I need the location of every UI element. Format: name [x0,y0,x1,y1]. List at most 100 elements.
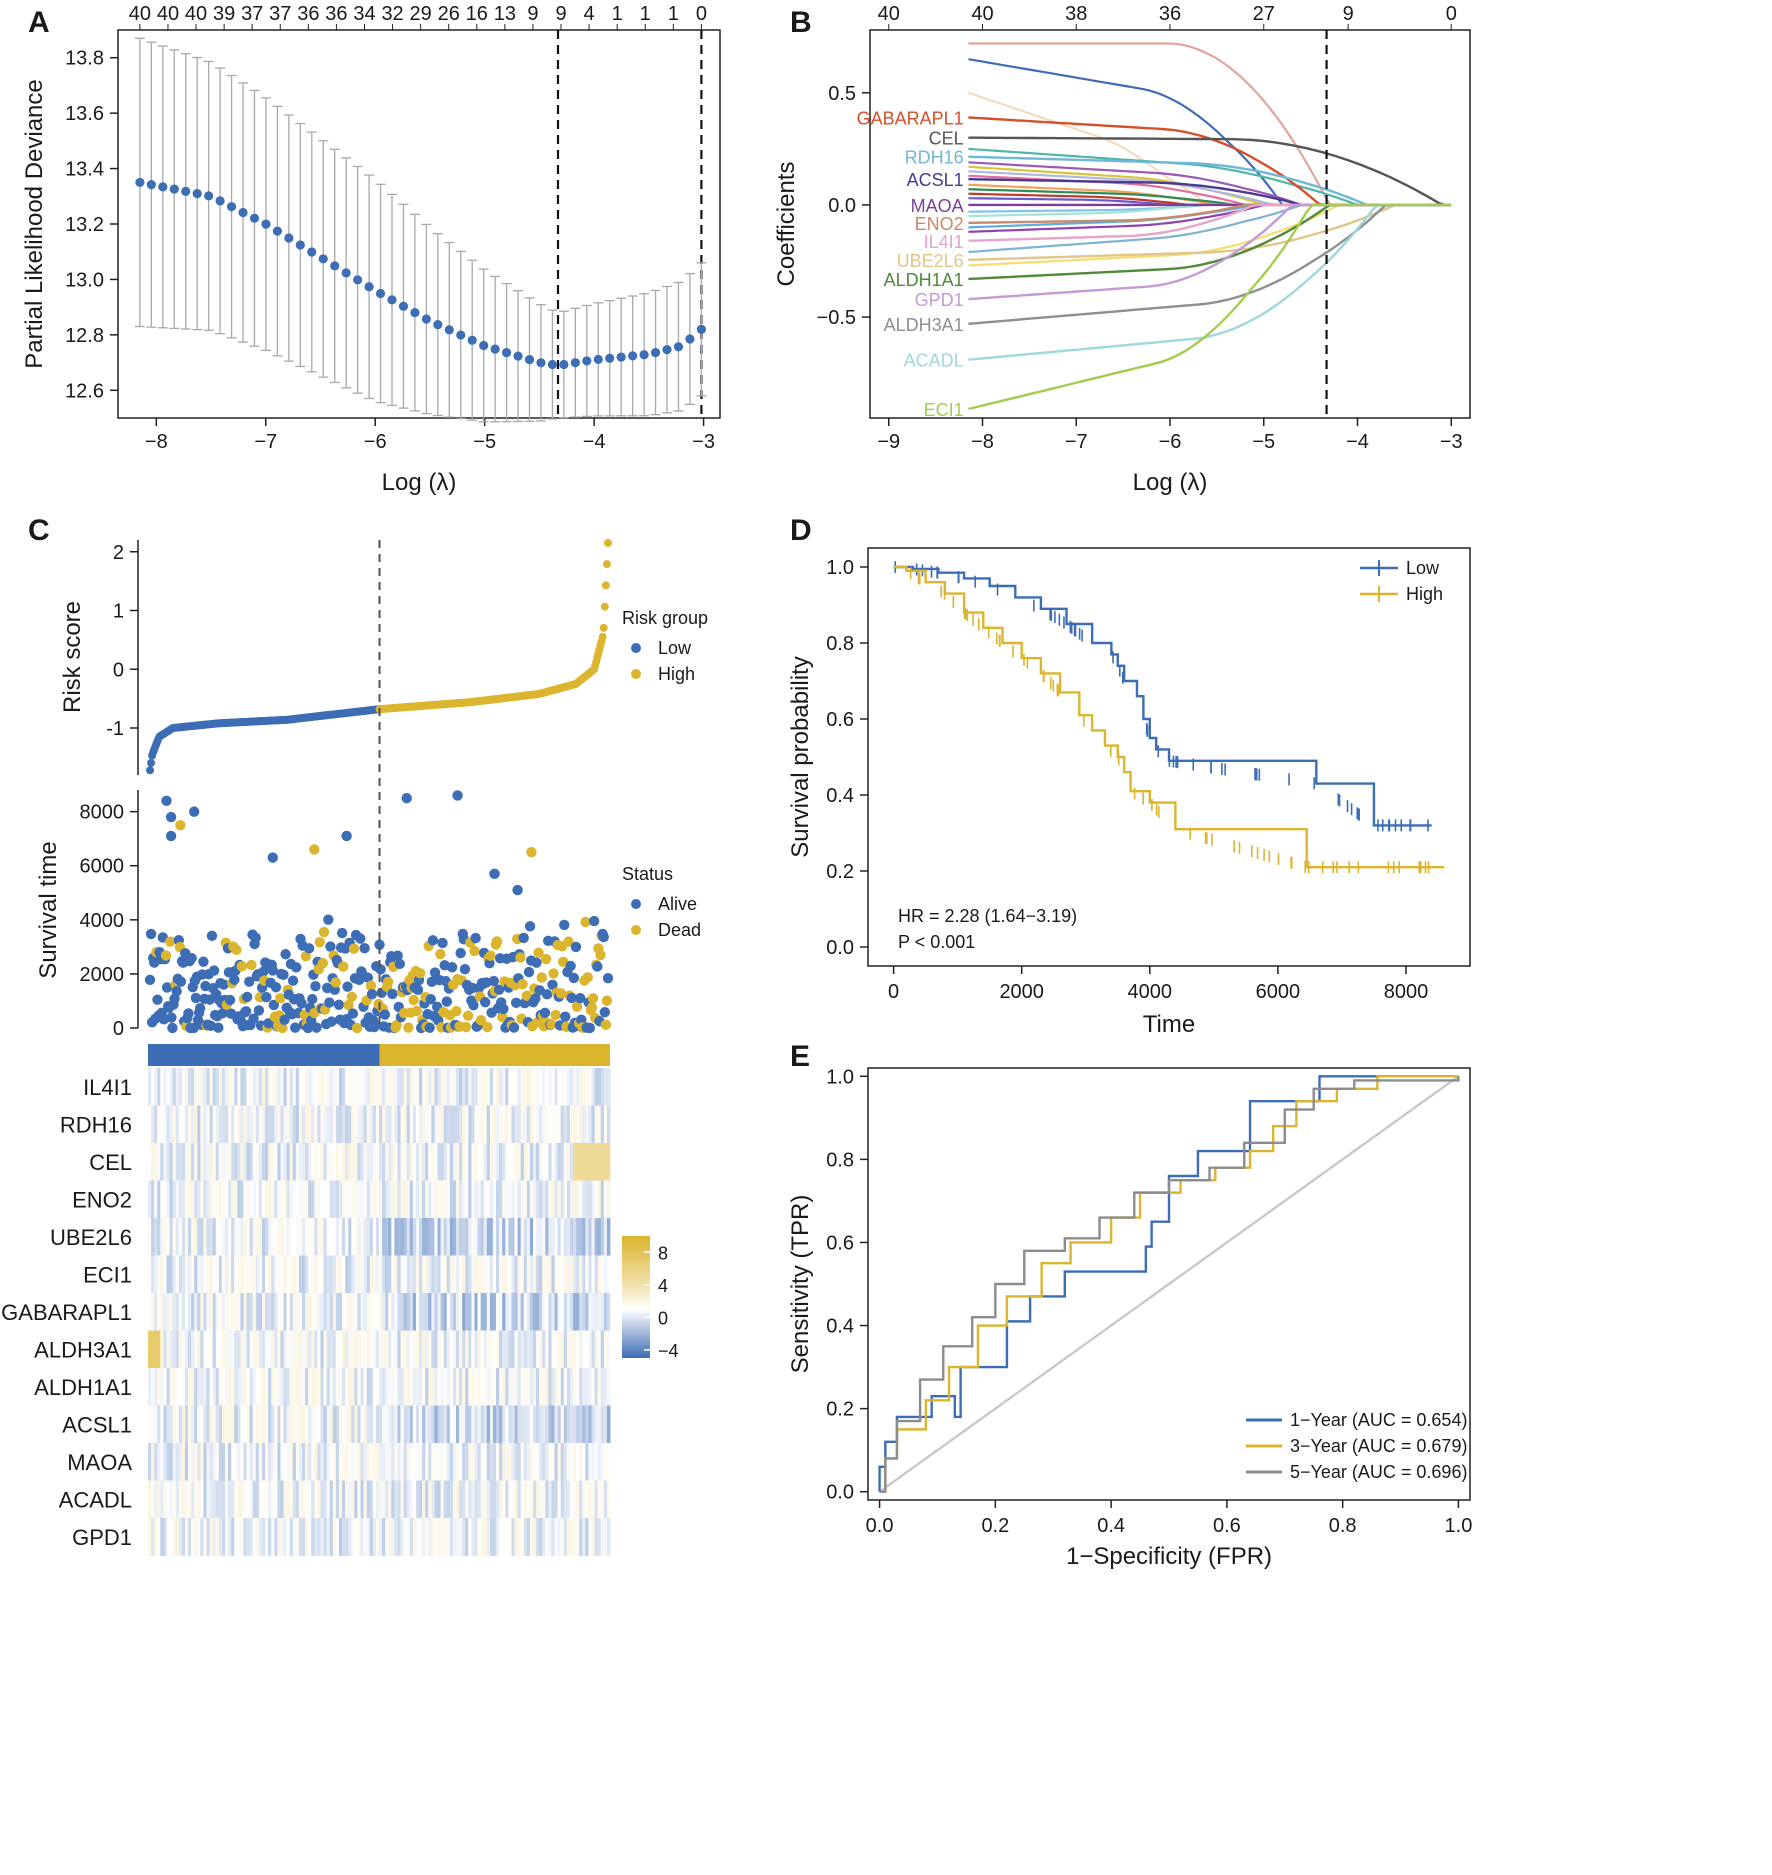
heatmap-cell [569,1293,574,1331]
heatmap-cell [197,1180,201,1219]
heatmap-cell [166,1293,170,1331]
heatmap-cell [403,1368,408,1406]
deviance-point [226,202,237,212]
heatmap-cell [391,1180,395,1219]
heatmap-cell [338,1068,343,1106]
survival-point-alive [524,921,536,932]
heatmap-cell [545,1330,549,1369]
heatmap-cell [480,1405,485,1444]
heatmap-cell [342,1405,346,1444]
heatmap-cell [295,1068,300,1106]
heatmap-cell [437,1368,441,1406]
risk-point-high [599,623,608,632]
gene-label: IL4I1 [924,232,964,252]
survival-point-alive [366,989,378,1000]
heatmap-cell [200,1255,204,1294]
heatmap-cell [351,1480,355,1519]
heatmap-cell [597,1105,602,1144]
heatmap-cell [252,1180,257,1219]
heatmap-cell [351,1368,355,1406]
heatmap-cell [184,1180,189,1219]
heatmap-cell [483,1218,488,1256]
survival-point-alive [217,1008,228,1019]
heatmap-cell [505,1180,509,1219]
y-tick-label: 0.8 [826,1149,854,1171]
heatmap-cell [320,1180,324,1219]
survival-point-dead [165,936,176,947]
survival-point-dead [365,980,377,991]
heatmap-cell [508,1405,512,1444]
x-tick-label: 0.2 [981,1515,1009,1537]
heatmap-cell [415,1330,420,1369]
survival-point-dead [435,948,446,960]
heatmap-cell [600,1330,605,1369]
heatmap-cell [579,1293,583,1331]
heatmap-cell [434,1255,438,1294]
heatmap-cell [351,1105,355,1144]
survival-point-alive [291,962,302,973]
heatmap-cell [591,1518,595,1556]
heatmap-cell [400,1480,405,1519]
heatmap-cell [434,1480,438,1519]
heatmap-cell [375,1480,380,1519]
y-tick-label: 0.2 [826,861,854,883]
survival-point-outlier [401,792,412,804]
heatmap-cell [486,1293,491,1331]
heatmap-cell [375,1293,380,1331]
heatmap-cell [191,1518,195,1556]
survival-point-alive [253,1005,265,1016]
heatmap-cell [569,1518,574,1556]
survival-point-alive [323,914,334,925]
heatmap-cell [209,1330,214,1369]
heatmap-cell [554,1105,559,1144]
heatmap-cell [314,1518,318,1556]
heatmap-cell [382,1105,386,1144]
survival-point-alive [244,976,255,987]
heatmap-cell [600,1480,605,1519]
heatmap-cell [305,1293,309,1331]
heatmap-cell [372,1330,377,1369]
top-count-label: 1 [640,3,651,25]
heatmap-cell [425,1068,429,1106]
heatmap-cell [277,1068,281,1106]
heatmap-cell [548,1443,552,1481]
heatmap-cell [203,1293,207,1331]
heatmap-cell [157,1218,161,1256]
heatmap-cell [181,1218,186,1256]
heatmap-cell [585,1105,589,1144]
heatmap-cell [166,1105,170,1144]
heatmap-cell [508,1180,512,1219]
heatmap-cell [585,1293,589,1331]
heatmap-cell [560,1105,565,1144]
heatmap-cell [338,1293,343,1331]
survival-point-alive [588,915,600,927]
coefficient-path-ube2l6 [968,203,1452,262]
heatmap-cell [397,1143,401,1181]
heatmap-cell [237,1105,241,1144]
heatmap-cell [560,1518,565,1556]
heatmap-cell [551,1518,555,1556]
survival-point-dead [536,972,548,983]
heatmap-cell [489,1330,494,1369]
heatmap-cell [231,1218,235,1256]
heatmap-cell [529,1405,534,1444]
heatmap-cell [489,1180,494,1219]
heatmap-cell [302,1518,306,1556]
heatmap-cell [480,1180,485,1219]
heatmap-cell [160,1255,164,1294]
heatmap-cell [323,1443,328,1481]
heatmap-cell [178,1068,183,1106]
heatmap-cell [403,1143,408,1181]
heatmap-cell [517,1443,522,1481]
heatmap-cell [579,1105,583,1144]
heatmap-cell [292,1218,297,1256]
heatmap-cell [394,1105,398,1144]
deviance-point [582,356,592,366]
heatmap-cell [382,1480,386,1519]
panel-letter-c: C [28,514,50,547]
heatmap-cell [545,1293,549,1331]
top-count-label: 36 [325,3,347,25]
heatmap-cell [178,1405,183,1444]
heatmap-cell [526,1368,531,1406]
heatmap-cell [348,1218,352,1256]
